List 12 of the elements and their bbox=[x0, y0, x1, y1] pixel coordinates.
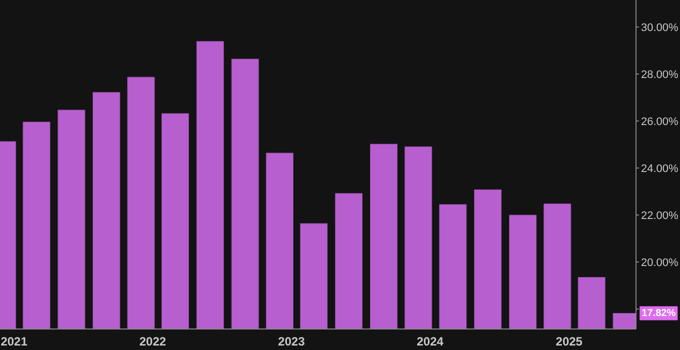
y-tick-label: 20.00% bbox=[641, 256, 679, 269]
x-tick-label: 2024 bbox=[416, 334, 444, 349]
x-tick-label: 2021 bbox=[0, 334, 28, 349]
x-tick-label: 2022 bbox=[139, 334, 166, 349]
y-tick-label: 24.00% bbox=[641, 162, 679, 175]
y-tick-label: 28.00% bbox=[641, 68, 679, 81]
y-tick-label: 26.00% bbox=[641, 116, 679, 128]
x-tick-label: 2023 bbox=[278, 334, 306, 349]
y-tick-label: 30.00% bbox=[641, 22, 679, 34]
annotation: 17.82% bbox=[642, 308, 676, 319]
y-tick-label: 22.00% bbox=[641, 210, 679, 222]
x-tick-label: 2025 bbox=[556, 334, 583, 349]
